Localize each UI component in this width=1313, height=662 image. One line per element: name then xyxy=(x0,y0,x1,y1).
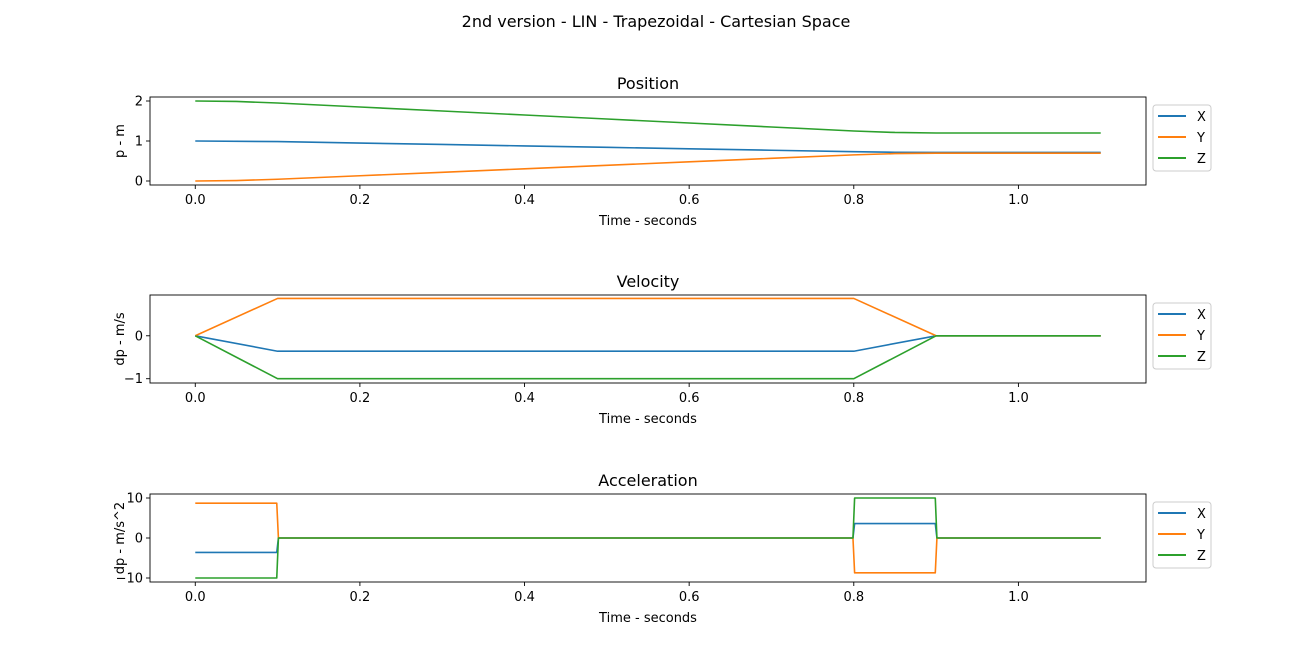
y-tick-label-velocity: −1 xyxy=(124,372,143,387)
series-line-position-z xyxy=(195,100,1101,134)
figure-suptitle: 2nd version - LIN - Trapezoidal - Cartes… xyxy=(462,12,851,31)
legend-label-acceleration-z: Z xyxy=(1197,549,1206,564)
legend-label-velocity-x: X xyxy=(1197,308,1206,323)
series-line-position-x xyxy=(195,140,1101,154)
x-tick-label-position: 0.4 xyxy=(514,193,535,208)
legend-label-position-y: Y xyxy=(1196,131,1205,146)
y-tick-label-position: 2 xyxy=(135,95,143,110)
series-line-position-y xyxy=(195,152,1101,182)
y-axis-label-acceleration: dp - m/s^2 xyxy=(113,502,128,574)
y-axis-label-position: p - m xyxy=(113,124,128,158)
x-tick-label-acceleration: 0.8 xyxy=(843,590,864,605)
x-tick-label-position: 0.6 xyxy=(679,193,700,208)
legend-label-position-z: Z xyxy=(1197,152,1206,167)
y-tick-label-acceleration: −10 xyxy=(116,572,143,587)
x-tick-label-velocity: 0.2 xyxy=(350,391,371,406)
axes-velocity: Velocity 0.0 0.2 0.4 0.6 0.8 1.0 −1 0 Time - seco… xyxy=(113,272,1212,427)
legend-label-velocity-z: Z xyxy=(1197,350,1206,365)
series-line-velocity-x xyxy=(195,334,1101,353)
series-line-velocity-y xyxy=(194,297,1101,337)
legend-position: XYZ xyxy=(1152,104,1212,172)
axes-title-velocity: Velocity xyxy=(617,272,680,291)
x-tick-label-acceleration: 0.2 xyxy=(350,590,371,605)
x-tick-label-velocity: 0.0 xyxy=(185,391,206,406)
legend-label-acceleration-y: Y xyxy=(1196,528,1205,543)
y-tick-label-velocity: 0 xyxy=(135,329,143,344)
legend-acceleration: XYZ xyxy=(1152,501,1212,569)
axes-acceleration: Acceleration 0.0 0.2 0.4 0.6 0.8 1.0 −10 0 10 Time… xyxy=(113,471,1212,626)
axes-title-acceleration: Acceleration xyxy=(598,471,697,490)
x-axis-label-velocity: Time - seconds xyxy=(598,412,697,427)
x-tick-label-position: 0.8 xyxy=(843,193,864,208)
y-tick-label-acceleration: 0 xyxy=(135,532,143,547)
series-line-acceleration-z xyxy=(195,497,1101,579)
x-tick-label-acceleration: 0.6 xyxy=(679,590,700,605)
x-tick-label-velocity: 0.8 xyxy=(843,391,864,406)
axes-frame-velocity xyxy=(149,294,1147,384)
series-group-position xyxy=(195,100,1101,182)
legend-label-position-x: X xyxy=(1197,110,1206,125)
y-tick-label-position: 0 xyxy=(135,175,143,190)
series-line-velocity-z xyxy=(194,334,1101,380)
x-tick-label-acceleration: 0.4 xyxy=(514,590,535,605)
series-group-acceleration xyxy=(195,497,1101,579)
x-tick-label-velocity: 1.0 xyxy=(1008,391,1029,406)
y-tick-label-acceleration: 10 xyxy=(126,492,143,507)
x-tick-label-position: 1.0 xyxy=(1008,193,1029,208)
legend-label-velocity-y: Y xyxy=(1196,329,1205,344)
y-axis-label-velocity: dp - m/s xyxy=(113,312,128,366)
subplots: Position 0.0 0.2 0.4 0.6 0.8 1.0 0 1 2 Time - seco… xyxy=(113,74,1212,626)
x-tick-label-velocity: 0.6 xyxy=(679,391,700,406)
y-tick-label-position: 1 xyxy=(135,135,143,150)
axes-frame-position xyxy=(149,96,1147,186)
x-axis-label-position: Time - seconds xyxy=(598,214,697,229)
series-line-acceleration-y xyxy=(195,502,1101,574)
x-tick-label-position: 0.0 xyxy=(185,193,206,208)
axes-position: Position 0.0 0.2 0.4 0.6 0.8 1.0 0 1 2 Time - seco… xyxy=(113,74,1212,229)
x-axis-label-acceleration: Time - seconds xyxy=(598,611,697,626)
legend-velocity: XYZ xyxy=(1152,302,1212,370)
series-group-velocity xyxy=(194,297,1101,380)
x-tick-label-velocity: 0.4 xyxy=(514,391,535,406)
x-tick-label-position: 0.2 xyxy=(350,193,371,208)
axes-title-position: Position xyxy=(617,74,679,93)
x-tick-label-acceleration: 0.0 xyxy=(185,590,206,605)
legend-label-acceleration-x: X xyxy=(1197,507,1206,522)
x-tick-label-acceleration: 1.0 xyxy=(1008,590,1029,605)
